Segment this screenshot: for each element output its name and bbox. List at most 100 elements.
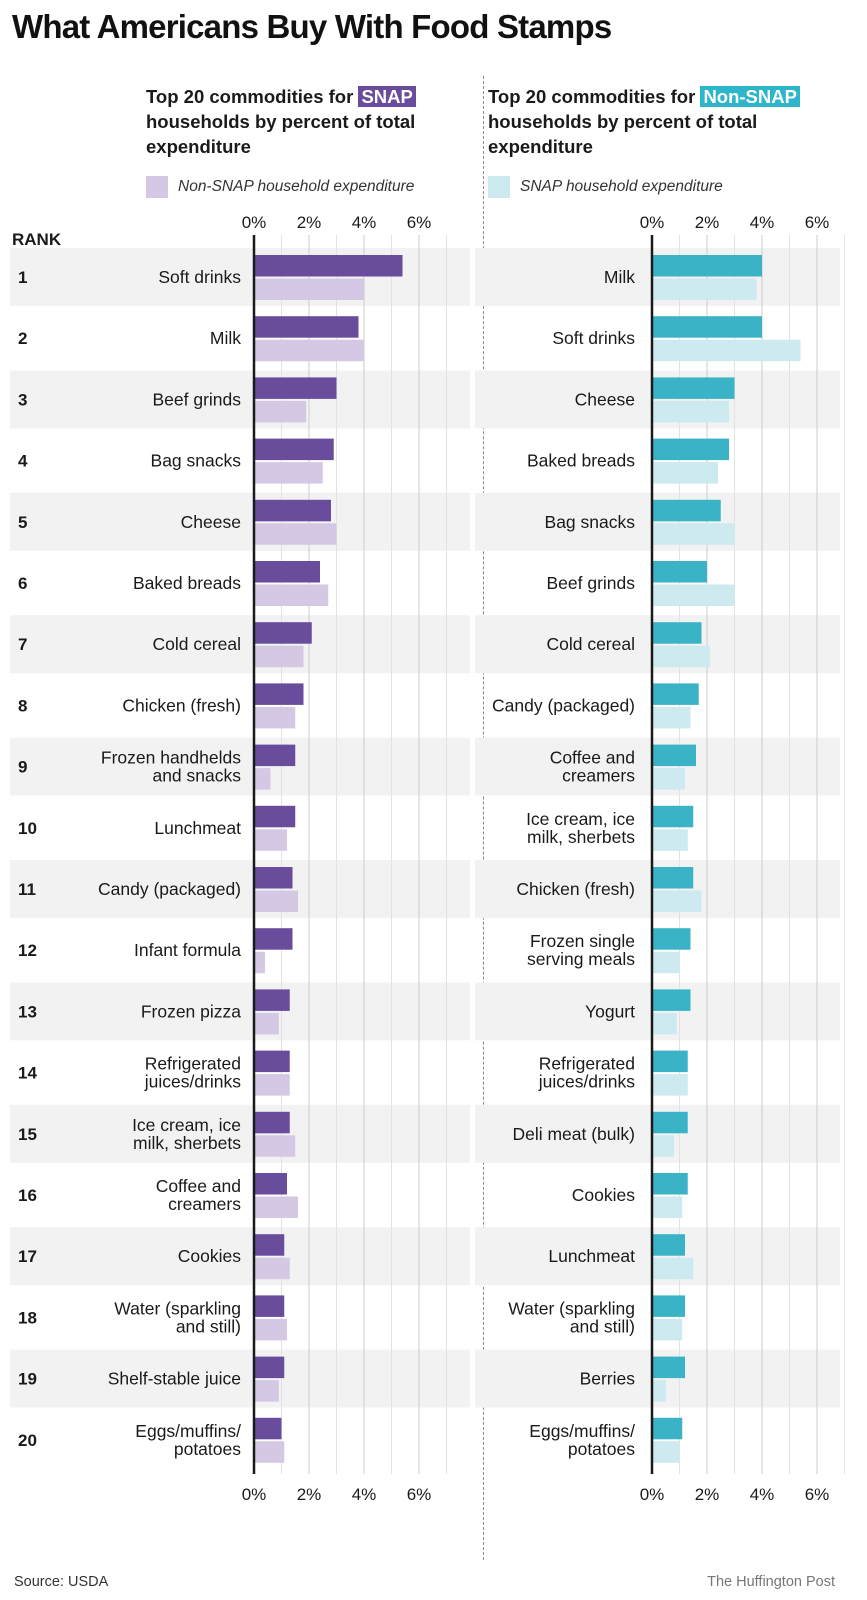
nonsnap-secondary-bar	[652, 1380, 666, 1402]
snap-secondary-bar	[254, 1441, 285, 1463]
category-label: Cold cereal	[546, 634, 635, 654]
category-label: Chicken (fresh)	[122, 695, 241, 715]
nonsnap-secondary-bar	[652, 462, 718, 484]
row-band	[10, 370, 470, 429]
x-tick-label: 2%	[297, 213, 322, 232]
nonsnap-secondary-bar	[652, 706, 691, 729]
credit-note: The Huffington Post	[707, 1574, 835, 1590]
rank-number: 6	[18, 574, 27, 593]
category-label: Lunchmeat	[548, 1246, 635, 1266]
nonsnap-secondary-bar	[652, 645, 710, 668]
snap-secondary-bar	[254, 1074, 290, 1096]
snap-primary-bar	[254, 499, 331, 522]
snap-primary-bar	[254, 1417, 282, 1440]
category-label: and still)	[570, 1316, 635, 1336]
snap-primary-bar	[254, 377, 337, 399]
snap-secondary-bar	[254, 339, 364, 362]
nonsnap-primary-bar	[652, 1295, 685, 1317]
snap-primary-bar	[254, 1295, 285, 1317]
rank-number: 7	[18, 635, 27, 654]
snap-secondary-bar	[254, 951, 265, 974]
nonsnap-secondary-bar	[652, 951, 680, 974]
nonsnap-secondary-bar	[652, 1074, 688, 1096]
nonsnap-primary-bar	[652, 499, 721, 522]
rank-number: 5	[18, 513, 27, 532]
category-label: Refrigerated	[145, 1054, 241, 1074]
source-note: Source: USDA	[14, 1574, 109, 1590]
row-band	[10, 1227, 470, 1286]
nonsnap-secondary-bar	[652, 339, 801, 362]
nonsnap-primary-bar	[652, 805, 694, 828]
nonsnap-primary-bar	[652, 438, 729, 461]
nonsnap-secondary-bar	[652, 1441, 680, 1463]
rank-number: 14	[18, 1064, 37, 1083]
nonsnap-primary-bar	[652, 255, 762, 277]
nonsnap-primary-bar	[652, 1417, 683, 1440]
rank-number: 2	[18, 329, 27, 348]
category-label: creamers	[168, 1194, 241, 1214]
rank-number: 8	[18, 696, 27, 715]
category-label: Soft drinks	[552, 328, 635, 348]
category-label: Eggs/muffins/	[135, 1421, 241, 1441]
snap-secondary-bar	[254, 278, 364, 300]
nonsnap-primary-bar	[652, 1050, 688, 1073]
x-tick-label: 6%	[407, 213, 432, 232]
nonsnap-primary-bar	[652, 561, 707, 583]
snap-secondary-bar	[254, 1318, 287, 1341]
x-tick-label: 6%	[805, 1485, 830, 1504]
chart-title: What Americans Buy With Food Stamps	[12, 8, 612, 45]
snap-primary-bar	[254, 805, 296, 828]
left-legend: Non-SNAP household expenditure	[146, 176, 414, 198]
nonsnap-primary-bar	[652, 928, 691, 950]
snap-primary-bar	[254, 316, 359, 338]
nonsnap-secondary-bar	[652, 768, 685, 790]
snap-primary-bar	[254, 989, 290, 1011]
category-label: Beef grinds	[546, 573, 635, 593]
x-tick-label: 4%	[750, 213, 775, 232]
x-tick-label: 0%	[242, 1485, 267, 1504]
category-label: Cheese	[181, 512, 241, 532]
category-label: Eggs/muffins/	[529, 1421, 635, 1441]
nonsnap-secondary-bar	[652, 1196, 683, 1218]
category-label: Berries	[580, 1369, 636, 1389]
category-label: Candy (packaged)	[492, 695, 635, 715]
category-label: Deli meat (bulk)	[512, 1124, 635, 1144]
snap-secondary-bar	[254, 768, 271, 790]
rank-number: 9	[18, 758, 27, 777]
snap-secondary-bar	[254, 400, 307, 423]
right-subtitle-highlight: Non-SNAP	[700, 86, 800, 107]
category-label: Ice cream, ice	[526, 809, 635, 829]
right-legend-swatch	[488, 176, 510, 198]
row-band	[10, 492, 470, 551]
x-tick-label: 2%	[297, 1485, 322, 1504]
category-label: juices/drinks	[144, 1072, 242, 1092]
category-label: Beef grinds	[152, 389, 241, 409]
category-label: Candy (packaged)	[98, 879, 241, 899]
category-label: and still)	[176, 1316, 241, 1336]
row-band	[10, 737, 470, 796]
category-label: milk, sherbets	[133, 1133, 241, 1153]
category-label: Lunchmeat	[154, 818, 241, 838]
category-label: and snacks	[152, 766, 241, 786]
left-subtitle-before: Top 20 commodities for	[146, 86, 359, 107]
rank-number: 17	[18, 1247, 37, 1266]
x-tick-label: 2%	[695, 213, 720, 232]
row-band	[10, 615, 470, 674]
category-label: Frozen pizza	[141, 1001, 241, 1021]
category-label: Cheese	[575, 389, 635, 409]
rank-number: 13	[18, 1002, 37, 1021]
category-label: Milk	[604, 267, 635, 287]
rank-number: 11	[18, 880, 36, 899]
snap-primary-bar	[254, 928, 293, 950]
rank-number: 4	[18, 452, 28, 471]
snap-primary-bar	[254, 744, 296, 767]
rank-header: RANK	[12, 230, 62, 249]
category-label: Cookies	[178, 1246, 241, 1266]
category-label: Bag snacks	[545, 512, 636, 532]
nonsnap-primary-bar	[652, 1234, 685, 1256]
category-label: Milk	[210, 328, 241, 348]
nonsnap-primary-bar	[652, 622, 702, 644]
left-legend-swatch	[146, 176, 168, 198]
snap-primary-bar	[254, 1050, 290, 1073]
